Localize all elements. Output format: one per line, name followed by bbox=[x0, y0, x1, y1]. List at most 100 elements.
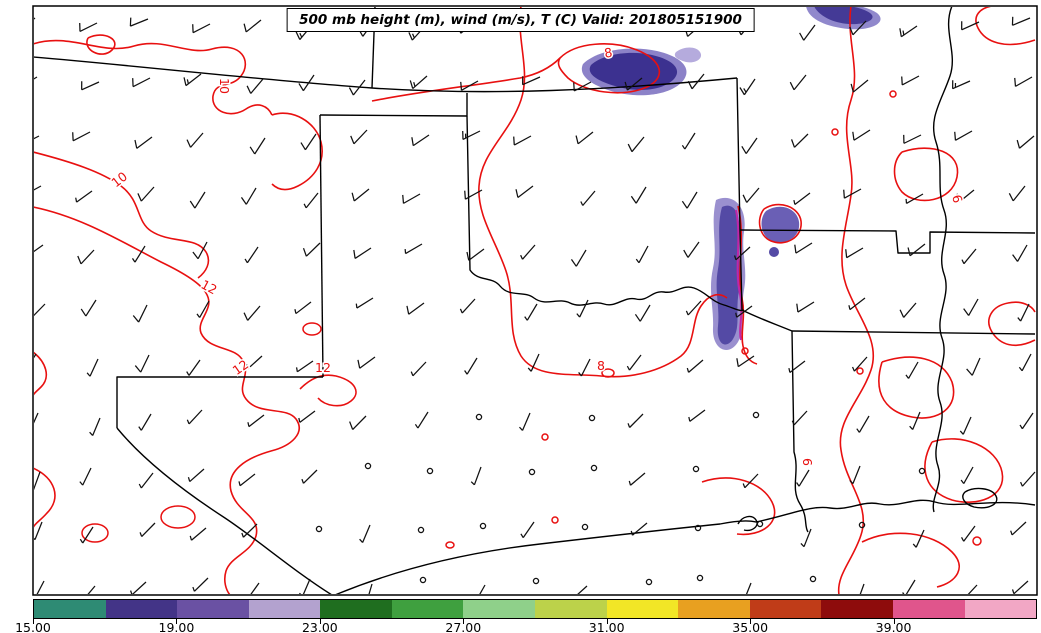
barb-feather bbox=[794, 244, 797, 254]
barb-half-feather bbox=[464, 370, 468, 375]
barb-shaft bbox=[522, 521, 535, 539]
barb-feather bbox=[249, 146, 256, 155]
barb-shaft bbox=[356, 297, 374, 309]
barb-feather bbox=[1012, 254, 1019, 262]
wind-barb bbox=[192, 241, 208, 260]
colorbar-tick-label: 23.00 bbox=[301, 620, 338, 633]
barb-half-feather bbox=[186, 79, 189, 84]
temperature-contour bbox=[34, 351, 48, 396]
wind-barb bbox=[528, 468, 536, 476]
map-frame bbox=[32, 5, 1038, 596]
barb-feather bbox=[515, 189, 519, 198]
wind-barb bbox=[907, 243, 926, 257]
barb-shaft bbox=[955, 130, 973, 141]
temperature-contour-layer bbox=[34, 7, 1036, 594]
barb-shaft bbox=[687, 241, 700, 258]
barb-shaft bbox=[36, 580, 45, 594]
barb-shaft bbox=[368, 583, 373, 594]
state-border bbox=[791, 330, 809, 533]
wind-barb bbox=[739, 78, 756, 96]
wind-barb bbox=[967, 584, 978, 594]
barb-shaft bbox=[1015, 76, 1033, 87]
barb-half-feather bbox=[413, 82, 416, 87]
contour-label: 8 bbox=[603, 44, 613, 60]
wind-barb bbox=[851, 356, 868, 372]
barb-shaft bbox=[303, 469, 318, 484]
barb-feather bbox=[1016, 139, 1021, 149]
wind-barb bbox=[364, 462, 372, 470]
wind-barb bbox=[793, 192, 811, 206]
wind-barb bbox=[131, 245, 146, 263]
barb-shaft bbox=[967, 584, 978, 594]
colorbar-tick bbox=[33, 619, 34, 624]
wind-barb bbox=[414, 411, 429, 429]
state-border bbox=[932, 7, 954, 513]
barb-half-feather bbox=[627, 423, 631, 428]
barb-feather bbox=[789, 81, 795, 91]
barb-feather bbox=[899, 28, 902, 37]
barb-feather bbox=[20, 78, 21, 86]
barb-shaft bbox=[1011, 521, 1027, 536]
barb-half-feather bbox=[733, 255, 737, 260]
cold-pocket-fill bbox=[761, 206, 800, 243]
barb-half-feather bbox=[788, 368, 791, 373]
temperature-contour bbox=[988, 301, 1036, 347]
barb-half-feather bbox=[303, 203, 307, 209]
wind-barb bbox=[294, 301, 312, 315]
barb-feather bbox=[954, 131, 957, 141]
barb-shaft bbox=[630, 472, 646, 486]
barb-shaft bbox=[412, 134, 430, 147]
barb-half-feather bbox=[299, 32, 303, 38]
barb-half-feather bbox=[196, 313, 201, 318]
colorbar-tick bbox=[176, 619, 178, 624]
barb-feather bbox=[1008, 193, 1014, 202]
colorbar-segment bbox=[391, 600, 464, 618]
barb-shaft bbox=[915, 529, 925, 548]
barb-half-feather bbox=[75, 197, 78, 203]
barb-shaft bbox=[34, 185, 42, 191]
barb-shaft bbox=[793, 410, 808, 426]
barb-shaft bbox=[408, 302, 425, 315]
contour-label: 10 bbox=[217, 78, 232, 94]
barb-shaft bbox=[34, 244, 44, 253]
wind-barb bbox=[355, 297, 374, 309]
barb-shaft bbox=[905, 579, 916, 594]
temperature-contour-dot bbox=[302, 322, 322, 336]
wind-barb bbox=[368, 583, 373, 594]
barb-shaft bbox=[901, 75, 920, 86]
barb-shaft bbox=[521, 412, 531, 431]
barb-half-feather bbox=[628, 480, 632, 486]
barb-shaft bbox=[1021, 412, 1034, 430]
barb-shaft bbox=[1021, 471, 1036, 487]
temperature-contour-dot bbox=[445, 541, 455, 549]
barb-half-feather bbox=[686, 367, 690, 373]
barb-feather bbox=[300, 142, 306, 151]
barb-feather bbox=[741, 145, 747, 154]
wind-barb bbox=[809, 575, 817, 583]
barb-shaft bbox=[909, 243, 926, 257]
wind-barb bbox=[89, 417, 101, 436]
barb-shaft bbox=[517, 185, 534, 199]
wind-barb bbox=[357, 356, 376, 369]
barb-half-feather bbox=[355, 303, 358, 309]
calm-wind-circle bbox=[315, 525, 323, 533]
barb-shaft bbox=[246, 246, 259, 264]
barb-shaft bbox=[522, 244, 536, 260]
barb-half-feather bbox=[1010, 530, 1013, 536]
barb-feather bbox=[966, 368, 973, 376]
barb-half-feather bbox=[1020, 481, 1023, 487]
barb-shaft bbox=[963, 525, 976, 542]
barb-shaft bbox=[958, 189, 975, 203]
barb-feather bbox=[460, 81, 463, 91]
colorbar-segment bbox=[535, 600, 607, 618]
barb-feather bbox=[409, 80, 414, 89]
wind-barb bbox=[856, 415, 870, 433]
barb-shaft bbox=[188, 359, 201, 376]
wind-barb bbox=[790, 133, 809, 148]
barb-feather bbox=[956, 193, 960, 203]
barb-half-feather bbox=[796, 482, 800, 487]
barb-shaft bbox=[245, 187, 257, 205]
barb-shaft bbox=[789, 360, 806, 374]
barb-shaft bbox=[34, 471, 41, 491]
calm-wind-circle bbox=[479, 522, 487, 530]
